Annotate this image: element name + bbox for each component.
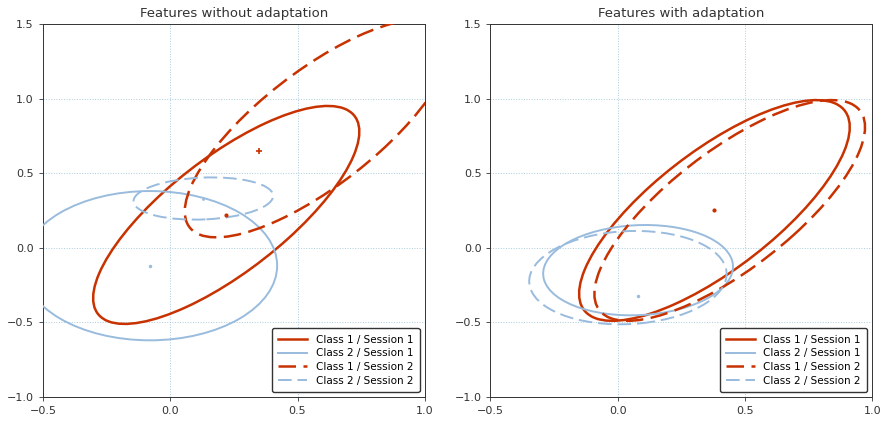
Title: Features with adaptation: Features with adaptation [599, 7, 765, 20]
Title: Features without adaptation: Features without adaptation [139, 7, 328, 20]
Legend: Class 1 / Session 1, Class 2 / Session 1, Class 1 / Session 2, Class 2 / Session: Class 1 / Session 1, Class 2 / Session 1… [272, 328, 419, 392]
Legend: Class 1 / Session 1, Class 2 / Session 1, Class 1 / Session 2, Class 2 / Session: Class 1 / Session 1, Class 2 / Session 1… [719, 328, 867, 392]
